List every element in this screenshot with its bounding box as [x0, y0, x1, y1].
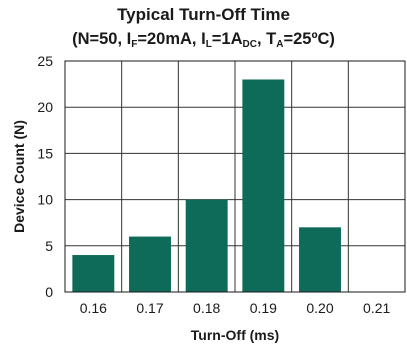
bar-0.18: [185, 199, 228, 292]
subtitle-subscript: DC: [242, 39, 257, 50]
bars: [72, 79, 341, 292]
y-tick-label: 25: [37, 53, 53, 69]
y-tick-label: 10: [37, 192, 53, 208]
plot-frame: [64, 60, 406, 293]
x-axis-label: Turn-Off (ms): [191, 327, 279, 343]
bar-0.19: [242, 79, 285, 292]
y-tick-label: 0: [45, 284, 53, 300]
x-tick-label: 0.17: [136, 300, 163, 316]
x-tick-label: 0.18: [193, 300, 220, 316]
subtitle-part: =25ºC): [283, 30, 335, 48]
subtitle-part: =1A: [211, 30, 243, 48]
grid-lines: [65, 60, 405, 293]
y-tick-label: 15: [37, 145, 53, 161]
chart-title: Typical Turn-Off Time: [117, 5, 290, 24]
x-tick-label: 0.21: [363, 300, 390, 316]
chart-subtitle: (N=50, IF=20mA, IL=1ADC, TA=25ºC): [0, 29, 407, 50]
subtitle-part: , T: [256, 30, 277, 48]
subtitle-part: =20mA, I: [137, 30, 206, 48]
x-tick-label: 0.16: [80, 300, 107, 316]
bar-0.17: [129, 236, 171, 292]
subtitle-subscript: F: [131, 39, 138, 50]
x-tick-label: 0.19: [250, 300, 277, 316]
bar-0.20: [299, 227, 341, 292]
bar-0.16: [72, 255, 115, 292]
y-tick-label: 5: [45, 238, 53, 254]
x-tick-labels: 0.16 0.17 0.18 0.19 0.20 0.21: [80, 300, 391, 316]
subtitle-subscript: A: [276, 39, 284, 50]
y-tick-label: 20: [37, 99, 53, 115]
y-tick-labels: 0 5 10 15 20 25: [37, 53, 53, 300]
subtitle-subscript: L: [205, 39, 212, 50]
y-axis-label: Device Count (N): [11, 120, 27, 233]
subtitle-part: (N=50, I: [72, 30, 132, 48]
x-tick-label: 0.20: [306, 300, 333, 316]
